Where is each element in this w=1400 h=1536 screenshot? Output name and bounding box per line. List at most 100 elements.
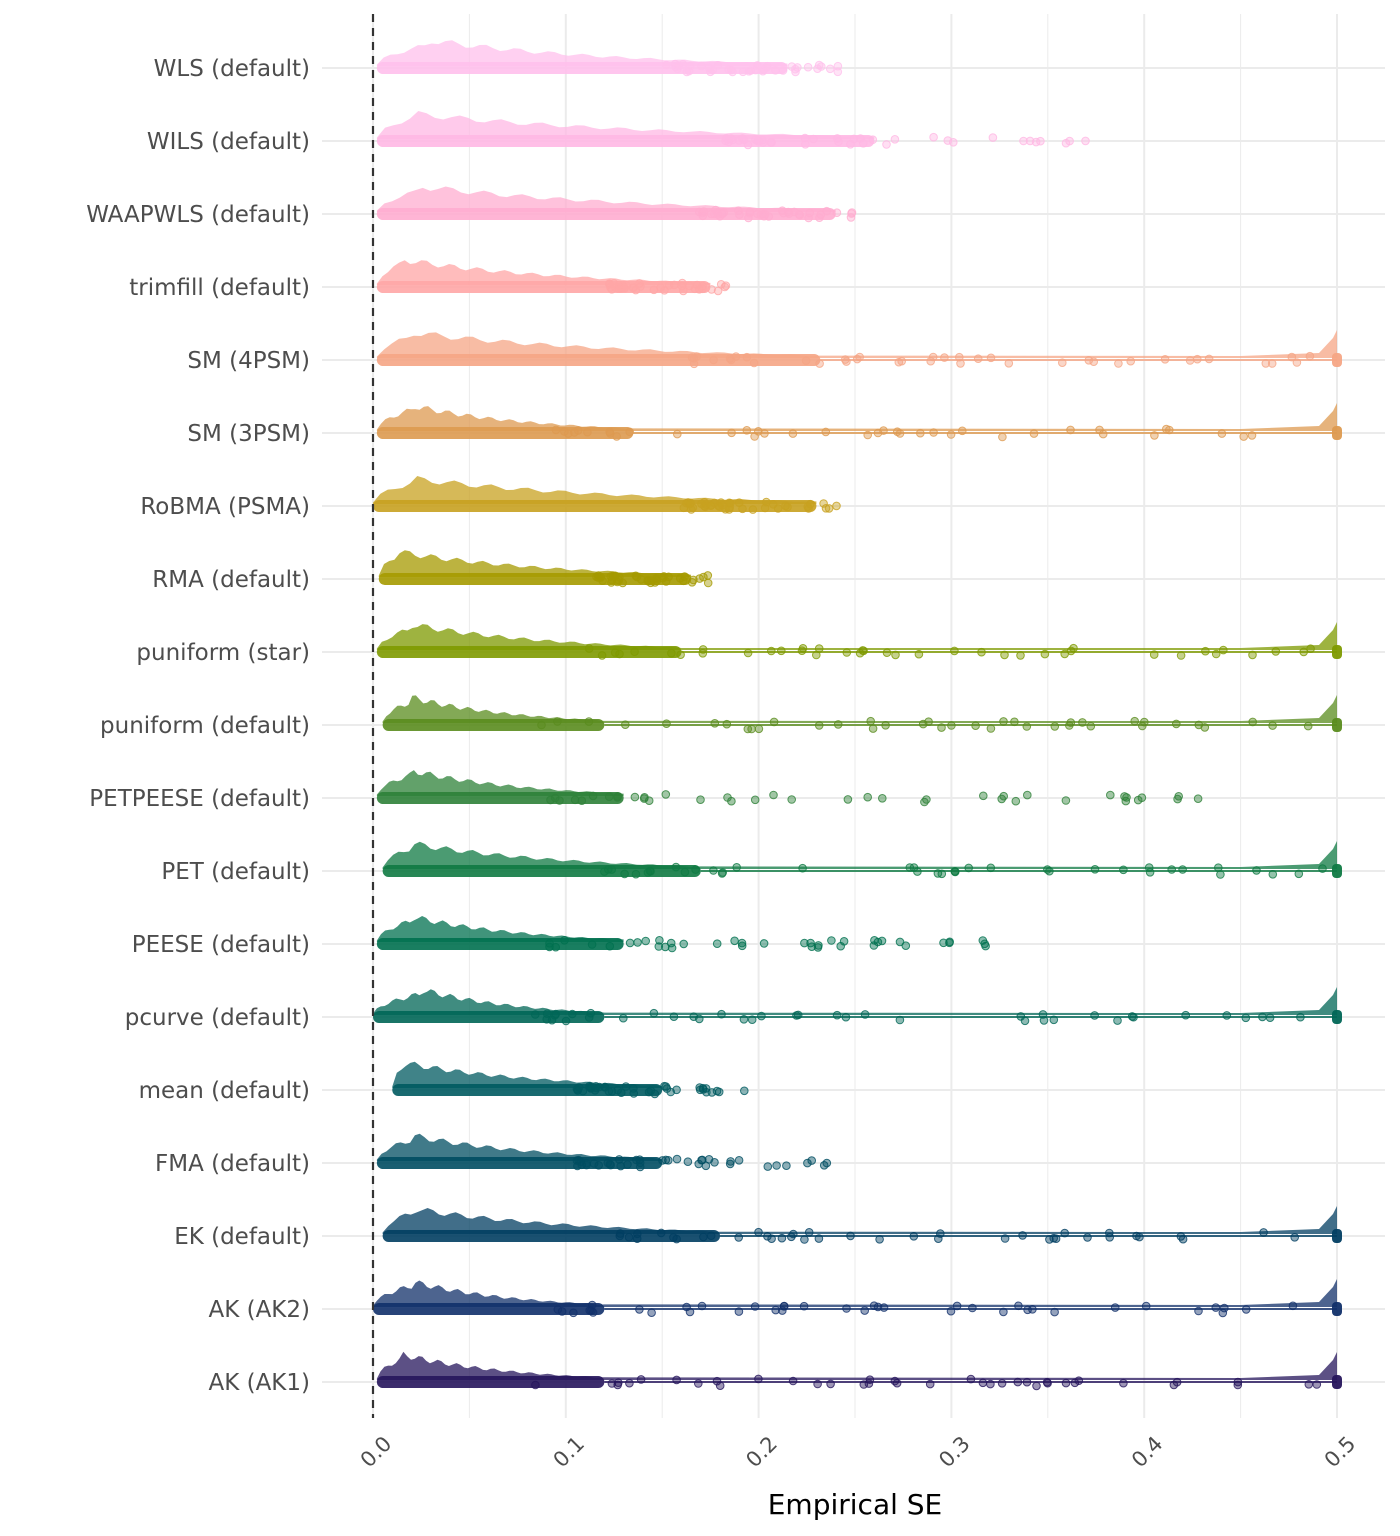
data-point	[687, 578, 697, 587]
data-point	[1258, 1012, 1267, 1022]
data-point	[631, 571, 641, 581]
data-point	[613, 793, 622, 802]
data-point	[1090, 865, 1100, 874]
y-category-label: AK (AK2)	[208, 1297, 310, 1323]
data-point	[584, 1013, 594, 1022]
data-point	[720, 282, 730, 292]
data-point	[1268, 721, 1277, 730]
data-point	[824, 504, 834, 513]
density-cloud	[376, 916, 624, 942]
data-point	[725, 1159, 735, 1169]
data-point	[633, 1229, 642, 1239]
data-point	[753, 209, 762, 219]
data-point	[763, 1162, 773, 1171]
density-cloud	[376, 111, 875, 139]
data-point	[1252, 866, 1261, 875]
data-point	[1167, 865, 1176, 874]
data-point	[1194, 720, 1204, 730]
data-point	[664, 1156, 673, 1165]
data-point	[747, 1015, 757, 1025]
data-point	[778, 1306, 787, 1315]
data-point	[667, 943, 677, 953]
data-point	[726, 355, 736, 365]
data-point	[929, 132, 938, 142]
y-axis-labels: WLS (default) WILS (default) WAAPWLS (defa…	[86, 56, 310, 1396]
y-category-label: FMA (default)	[155, 1151, 310, 1177]
data-point	[1013, 1377, 1023, 1387]
data-point	[1019, 136, 1028, 146]
data-point	[1119, 1378, 1128, 1388]
y-category-label: AK (AK1)	[208, 1370, 310, 1396]
data-point	[1141, 1301, 1151, 1311]
data-point	[587, 940, 597, 949]
data-point	[698, 649, 708, 658]
data-point	[754, 724, 764, 734]
data-point	[1222, 1011, 1232, 1020]
data-point	[946, 430, 956, 439]
data-point	[589, 1159, 599, 1168]
y-category-label: WAAPWLS (default)	[86, 202, 310, 228]
data-point	[673, 429, 682, 439]
data-point	[743, 724, 753, 734]
data-point	[1114, 359, 1123, 368]
y-category-label: trimfill (default)	[129, 275, 310, 301]
point-band	[376, 938, 624, 950]
data-point	[1145, 868, 1155, 877]
data-point	[631, 869, 641, 879]
density-cloud	[378, 550, 692, 577]
data-point	[800, 1235, 809, 1244]
data-point	[800, 133, 810, 143]
data-point	[743, 648, 753, 658]
data-point	[1268, 870, 1278, 879]
data-point	[716, 498, 726, 507]
data-point	[531, 1380, 540, 1390]
data-point	[606, 1160, 616, 1170]
data-point	[825, 64, 835, 74]
data-point	[928, 352, 938, 362]
data-point	[1061, 138, 1071, 148]
data-point	[636, 1375, 646, 1384]
data-point	[698, 1155, 707, 1165]
density-cloud	[373, 476, 817, 504]
data-point	[771, 1305, 781, 1315]
data-point	[870, 936, 879, 945]
data-point	[981, 941, 990, 951]
data-point	[794, 210, 804, 219]
data-point	[727, 428, 736, 438]
data-point	[821, 427, 831, 437]
data-point	[612, 432, 622, 441]
data-point	[724, 65, 733, 74]
data-point	[1241, 1013, 1251, 1023]
data-point	[553, 1305, 563, 1314]
data-point	[1090, 1011, 1099, 1020]
data-point	[695, 1014, 704, 1024]
data-point	[605, 941, 615, 951]
data-point	[743, 140, 753, 150]
data-point	[672, 1234, 681, 1244]
data-point	[767, 138, 776, 147]
data-point	[605, 427, 614, 437]
data-point	[679, 286, 688, 296]
data-point	[667, 648, 676, 658]
y-category-label: puniform (default)	[100, 713, 310, 739]
data-point	[1178, 1234, 1188, 1244]
data-point	[649, 285, 659, 295]
data-point	[685, 1307, 695, 1317]
data-point	[586, 1082, 595, 1092]
data-point	[1271, 647, 1281, 656]
edge-pile	[1332, 1229, 1342, 1243]
data-point	[952, 1301, 962, 1311]
data-point	[909, 1232, 919, 1241]
data-point	[875, 1235, 884, 1244]
data-point	[709, 355, 718, 365]
data-point	[947, 721, 956, 730]
data-point	[809, 134, 818, 144]
data-point	[866, 716, 876, 726]
data-point	[1000, 650, 1009, 660]
data-point	[859, 139, 868, 148]
edge-pile	[1332, 1010, 1342, 1024]
data-point	[635, 1162, 645, 1172]
data-point	[964, 863, 974, 873]
data-point	[678, 278, 687, 288]
data-points	[373, 59, 1342, 1391]
